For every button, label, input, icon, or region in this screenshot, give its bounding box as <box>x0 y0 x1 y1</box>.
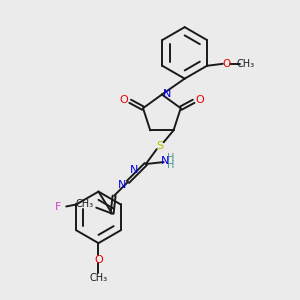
Text: N: N <box>130 165 138 175</box>
Text: S: S <box>156 141 163 151</box>
Text: CH₃: CH₃ <box>89 273 107 283</box>
Text: H: H <box>167 160 174 170</box>
Text: N: N <box>118 180 126 190</box>
Text: O: O <box>223 59 231 69</box>
Text: H: H <box>167 153 174 163</box>
Text: O: O <box>94 255 103 265</box>
Text: F: F <box>55 202 61 212</box>
Text: O: O <box>195 95 204 105</box>
Text: O: O <box>120 95 129 105</box>
Text: N: N <box>163 88 171 98</box>
Text: N: N <box>160 156 169 166</box>
Text: CH₃: CH₃ <box>237 59 255 69</box>
Text: CH₃: CH₃ <box>75 199 93 209</box>
